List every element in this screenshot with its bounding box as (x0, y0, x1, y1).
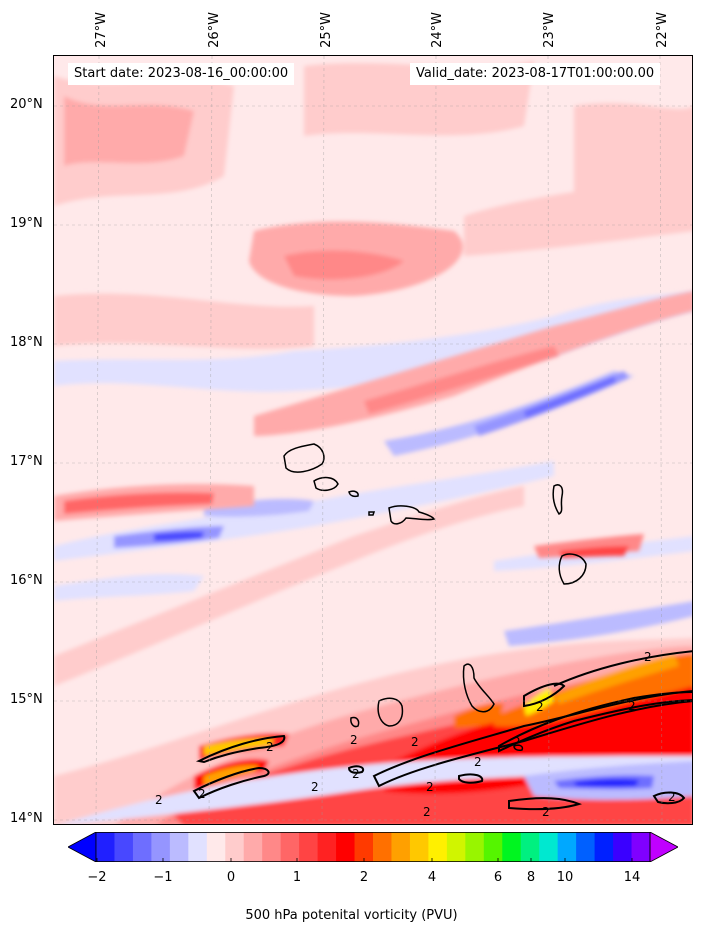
colorbar-swatch (114, 832, 134, 862)
lon-label-22w: 22°W (655, 12, 670, 48)
colorbar-swatch (354, 832, 374, 862)
colorbar-swatch (594, 832, 614, 862)
valid-date-label: Valid_date: 2023-08-17T01:00:00.00 (410, 63, 661, 85)
colorbar-swatch (280, 832, 300, 862)
colorbar-swatch (317, 832, 337, 862)
pink-bands (54, 291, 692, 686)
contour-label: 2 (628, 699, 636, 713)
contour-label: 2 (542, 805, 550, 819)
lat-label-20n: 20°N (10, 97, 43, 112)
start-date-label: Start date: 2023-08-16_00:00:00 (68, 63, 295, 85)
contour-label: 2 (411, 735, 419, 749)
contour-labels: 2 2 2 2 2 2 2 2 2 2 2 2 2 2 2 2 (155, 650, 676, 819)
lat-label-17n: 17°N (10, 454, 43, 469)
colorbar-label: 500 hPa potenital vorticity (PVU) (245, 908, 458, 923)
colorbar-swatch (96, 832, 115, 862)
colorbar-swatch (132, 832, 152, 862)
contour-label: 2 (668, 790, 676, 804)
blue-band (54, 291, 692, 646)
colorbar-swatch (262, 832, 282, 862)
colorbar-swatch (299, 832, 319, 862)
colorbar-swatch (373, 832, 392, 862)
lon-label-23w: 23°W (542, 12, 557, 48)
colorbar-swatch (225, 832, 245, 862)
lon-label-25w: 25°W (319, 12, 334, 48)
colorbar-swatch (336, 832, 356, 862)
upper-pink-patches (54, 61, 692, 349)
colorbar-tick-label: 4 (427, 870, 437, 885)
lon-label-27w: 27°W (94, 12, 109, 48)
contour-label: 2 (644, 650, 652, 664)
colorbar-swatch (483, 832, 503, 862)
contour-label: 2 (474, 755, 482, 769)
contour-label: 2 (350, 733, 358, 747)
colorbar-tick-label: −2 (87, 870, 107, 885)
contour-label: 2 (352, 767, 360, 781)
colorbar-svg (67, 831, 679, 863)
contour-label: 2 (311, 780, 319, 794)
colorbar (67, 831, 679, 863)
vorticity-field: 2 2 2 2 2 2 2 2 2 2 2 2 2 2 2 2 (54, 56, 692, 824)
lat-label-19n: 19°N (10, 216, 43, 231)
colorbar-swatch (169, 832, 189, 862)
contour-label: 2 (266, 740, 274, 754)
colorbar-tick-label: 2 (359, 870, 369, 885)
colorbar-swatch (243, 832, 263, 862)
colorbar-outline (95, 832, 651, 863)
colorbar-swatch (465, 832, 485, 862)
colorbar-swatch (151, 832, 171, 862)
colorbar-swatch (206, 832, 226, 862)
colorbar-swatch (446, 832, 466, 862)
contour-label: 2 (536, 700, 544, 714)
lon-label-24w: 24°W (430, 12, 445, 48)
colorbar-tick-label: 10 (556, 870, 574, 885)
colorbar-swatch (428, 832, 448, 862)
lat-label-14n: 14°N (10, 811, 43, 826)
coastlines (283, 443, 587, 751)
colorbar-swatch (409, 832, 429, 862)
contour-label: 2 (513, 735, 521, 749)
colorbar-tick-label: 6 (493, 870, 503, 885)
colorbar-extend-max (649, 831, 679, 863)
colorbar-extend-min (67, 831, 97, 863)
contour-label: 2 (198, 787, 206, 801)
high-vorticity-region (54, 638, 692, 824)
colorbar-swatch (576, 832, 596, 862)
colorbar-tick-label: 8 (526, 870, 536, 885)
lat-label-16n: 16°N (10, 573, 43, 588)
colorbar-swatch (613, 832, 633, 862)
colorbar-swatch (631, 832, 651, 862)
colorbar-tick-label: 14 (623, 870, 641, 885)
colorbar-tick-label: 1 (292, 870, 302, 885)
lat-label-18n: 18°N (10, 335, 43, 350)
lat-label-15n: 15°N (10, 692, 43, 707)
colorbar-swatch (520, 832, 540, 862)
contour-label: 2 (423, 805, 431, 819)
colorbar-tick-label: 0 (226, 870, 236, 885)
colorbar-swatch (539, 832, 559, 862)
colorbar-swatch (391, 832, 411, 862)
contour-label: 2 (155, 793, 163, 807)
colorbar-tick-label: −1 (153, 870, 173, 885)
colorbar-swatch (502, 832, 522, 862)
colorbar-swatch (557, 832, 577, 862)
colorbar-swatch (188, 832, 208, 862)
contour-label: 2 (426, 780, 434, 794)
lon-label-26w: 26°W (207, 12, 222, 48)
map-plot-area: 2 2 2 2 2 2 2 2 2 2 2 2 2 2 2 2 (53, 55, 693, 825)
grid-lines (54, 56, 692, 824)
